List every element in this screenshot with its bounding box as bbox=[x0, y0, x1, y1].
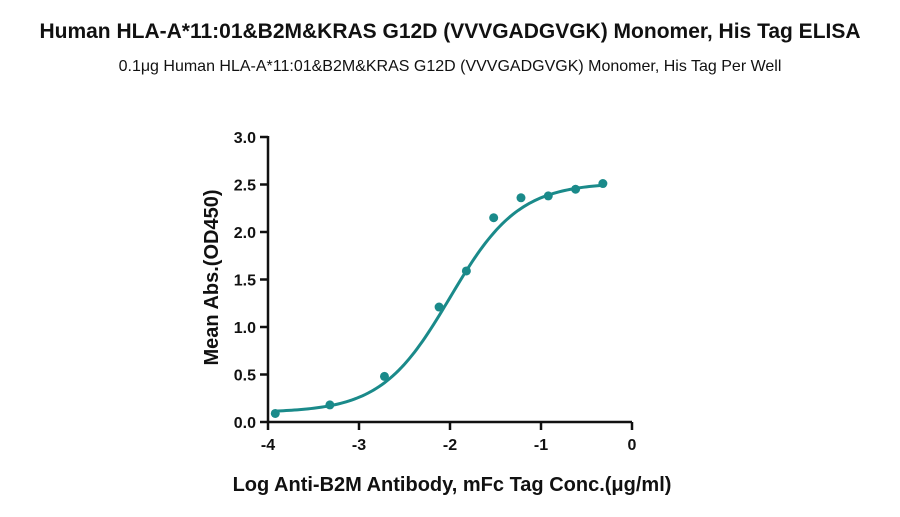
chart-subtitle: 0.1μg Human HLA-A*11:01&B2M&KRAS G12D (V… bbox=[118, 58, 782, 75]
data-point bbox=[489, 213, 499, 223]
data-point bbox=[325, 400, 335, 410]
fit-curve-line bbox=[275, 183, 603, 413]
y-tick-label: 0.5 bbox=[234, 368, 256, 385]
chart-title: Human HLA-A*11:01&B2M&KRAS G12D (VVVGADG… bbox=[39, 20, 861, 43]
axes bbox=[260, 135, 634, 430]
y-tick-label: 3.0 bbox=[234, 130, 256, 147]
y-tick-label: 2.0 bbox=[234, 225, 256, 242]
x-tick-label: -3 bbox=[352, 437, 366, 454]
x-tick-label: -2 bbox=[443, 437, 457, 454]
x-tick-label: 0 bbox=[628, 437, 637, 454]
x-tick-label: -4 bbox=[261, 437, 275, 454]
y-tick-label: 1.0 bbox=[234, 320, 256, 337]
x-axis-label: Log Anti-B2M Antibody, mFc Tag Conc.(μg/… bbox=[233, 474, 672, 496]
data-points-layer bbox=[270, 179, 608, 418]
axis-labels-layer: 0.0 0.5 1.0 1.5 2.0 2.5 3.0 -4 -3 -2 -1 0 Log Anti-B… bbox=[201, 130, 671, 496]
data-point bbox=[516, 193, 526, 203]
x-tick-label: -1 bbox=[534, 437, 548, 454]
data-point bbox=[543, 191, 553, 201]
y-axis-label: Mean Abs.(OD450) bbox=[201, 190, 223, 366]
data-point bbox=[598, 179, 608, 189]
y-tick-label: 1.5 bbox=[234, 273, 256, 290]
y-tick-label: 0.0 bbox=[234, 415, 256, 432]
data-point bbox=[571, 184, 581, 194]
data-point bbox=[434, 302, 444, 312]
y-tick-label: 2.5 bbox=[234, 178, 256, 195]
data-point bbox=[461, 266, 471, 276]
fit-curve-layer bbox=[275, 183, 603, 413]
data-point bbox=[270, 408, 280, 418]
data-point bbox=[379, 371, 389, 381]
